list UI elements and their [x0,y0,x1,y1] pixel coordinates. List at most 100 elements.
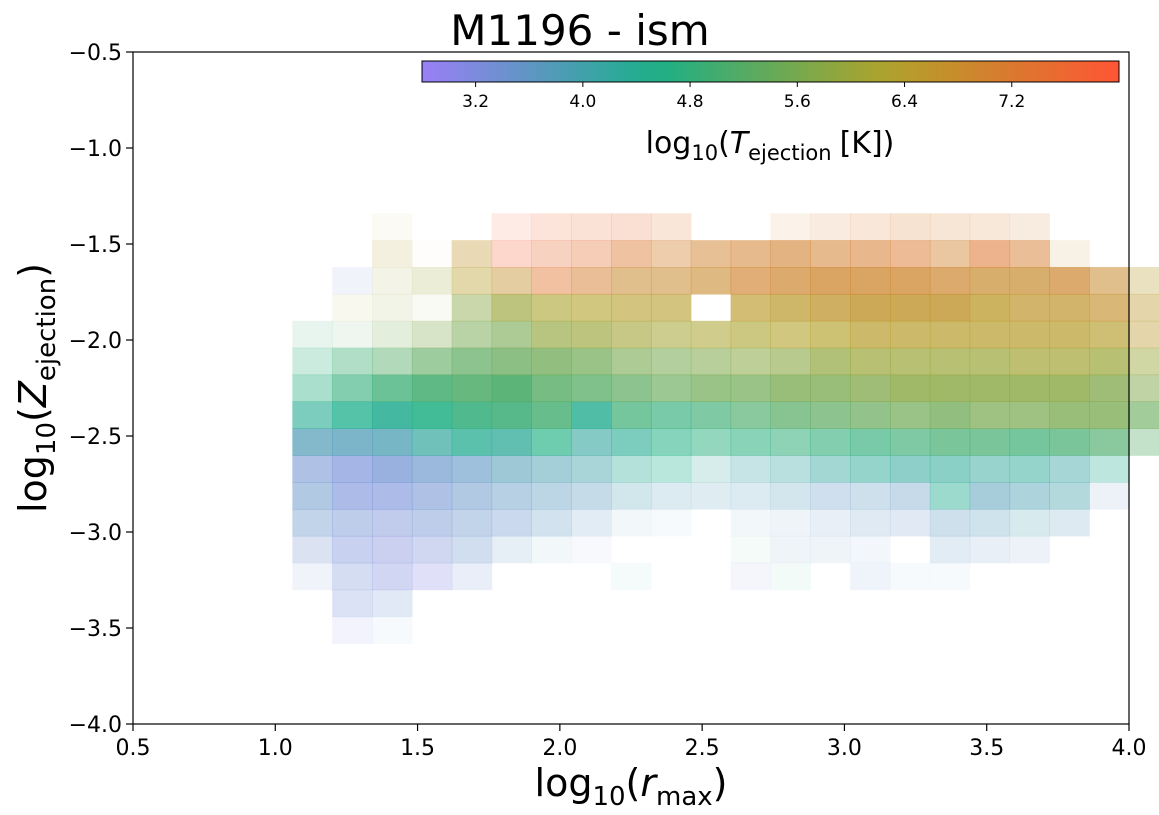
heatmap-cell [1089,374,1130,403]
heatmap-cell [850,320,891,349]
x-axis-label-log: log [535,761,593,805]
heatmap-cell [372,562,413,591]
heatmap-cell [969,267,1011,295]
heatmap-cell [491,240,532,268]
heatmap-cell [292,428,333,456]
heatmap-cell [650,374,692,403]
heatmap-cell [411,508,453,537]
heatmap-cell [571,535,612,564]
heatmap-cell [332,347,373,376]
colorbar-gradient [421,60,1120,83]
heatmap-cell [411,320,453,349]
heatmap-cell [889,213,931,241]
heatmap-cell [929,374,971,403]
heatmap-cell [491,401,532,429]
heatmap-cell [451,320,493,349]
heatmap-cell [730,508,772,537]
heatmap-cell [372,240,413,268]
x-axis-label-close: ) [713,761,728,805]
heatmap-cell [491,320,532,349]
heatmap-cell [1089,401,1130,429]
heatmap-cell [372,428,413,456]
heatmap-cell [1129,428,1159,456]
heatmap-cell [611,482,652,510]
heatmap-cell [850,240,891,268]
plot-area-frame [132,51,1130,725]
x-axis-label-open: ( [626,761,641,805]
heatmap-cell [810,320,851,349]
heatmap-cell [451,293,493,322]
heatmap-cell [531,374,572,403]
heatmap-cell [571,401,612,429]
heatmap-cell [332,508,373,537]
heatmap-cell [491,455,532,483]
heatmap-cell [730,374,772,403]
heatmap-cell [650,320,692,349]
colorbar-label-var: T [730,126,751,161]
heatmap-cell [531,213,572,241]
colorbar-tick-label: 6.4 [891,92,918,112]
heatmap-cell [650,293,692,322]
heatmap-cell [1009,293,1050,322]
heatmap-cell [929,401,971,429]
heatmap-cell [411,401,453,429]
heatmap-cell [531,347,572,376]
heatmap-cell [531,482,572,510]
heatmap-cell [770,401,811,429]
heatmap-cell [372,293,413,322]
heatmap-cell [411,267,453,295]
heatmap-cell [491,347,532,376]
heatmap-cell [929,293,971,322]
heatmap-cell [531,293,572,322]
heatmap-cell [451,535,493,564]
heatmap-cell [889,401,931,429]
heatmap-cell [1009,320,1050,349]
x-tick-label: 1.0 [258,736,293,761]
heatmap-cell [571,374,612,403]
heatmap-cell [650,240,692,268]
heatmap-cell [491,508,532,537]
heatmap-cell [770,535,811,564]
heatmap-cell [531,455,572,483]
y-tick-label: −1.5 [69,233,122,258]
x-tick-label: 3.5 [969,736,1004,761]
heatmap-cell [531,508,572,537]
heatmap-cell [889,240,931,268]
heatmap-cell [332,562,373,591]
heatmap-cell [690,347,732,376]
heatmap-cell [730,320,772,349]
heatmap-cell [969,213,1011,241]
colorbar-label-log: log [646,126,692,161]
heatmap-cell [1009,347,1050,376]
heatmap-cell [730,455,772,483]
heatmap-cell [372,616,413,644]
heatmap-cell [1049,508,1090,537]
heatmap-cell [372,374,413,403]
heatmap-cell [332,401,373,429]
heatmap-cell [929,455,971,483]
heatmap-cell [411,347,453,376]
heatmap-cell [969,455,1011,483]
heatmap-cell [411,428,453,456]
x-axis-label-varsub: max [656,782,713,812]
heatmap-cell [810,267,851,295]
heatmap-cell [770,482,811,510]
heatmap-cell [372,213,413,241]
y-axis-label-var: Z [11,380,55,408]
heatmap-cell [491,267,532,295]
y-axis-label: log10(Zejection) [11,263,62,513]
heatmap-cell [491,482,532,510]
heatmap-cell [1129,401,1159,429]
heatmap-cell [611,267,652,295]
heatmap-cell [889,293,931,322]
heatmap-cell [810,508,851,537]
heatmap-cell [611,562,652,591]
heatmap-cell [412,240,452,267]
heatmap-cell [810,455,851,483]
heatmap-cell [611,347,652,376]
colorbar: 3.2 4.0 4.8 5.6 6.4 7.2 log10(Tejection [K]) [421,60,1120,165]
heatmap-cell [730,267,772,295]
y-axis-label-close: ) [11,263,55,278]
heatmap-cell [690,374,732,403]
heatmap-cell [451,374,493,403]
